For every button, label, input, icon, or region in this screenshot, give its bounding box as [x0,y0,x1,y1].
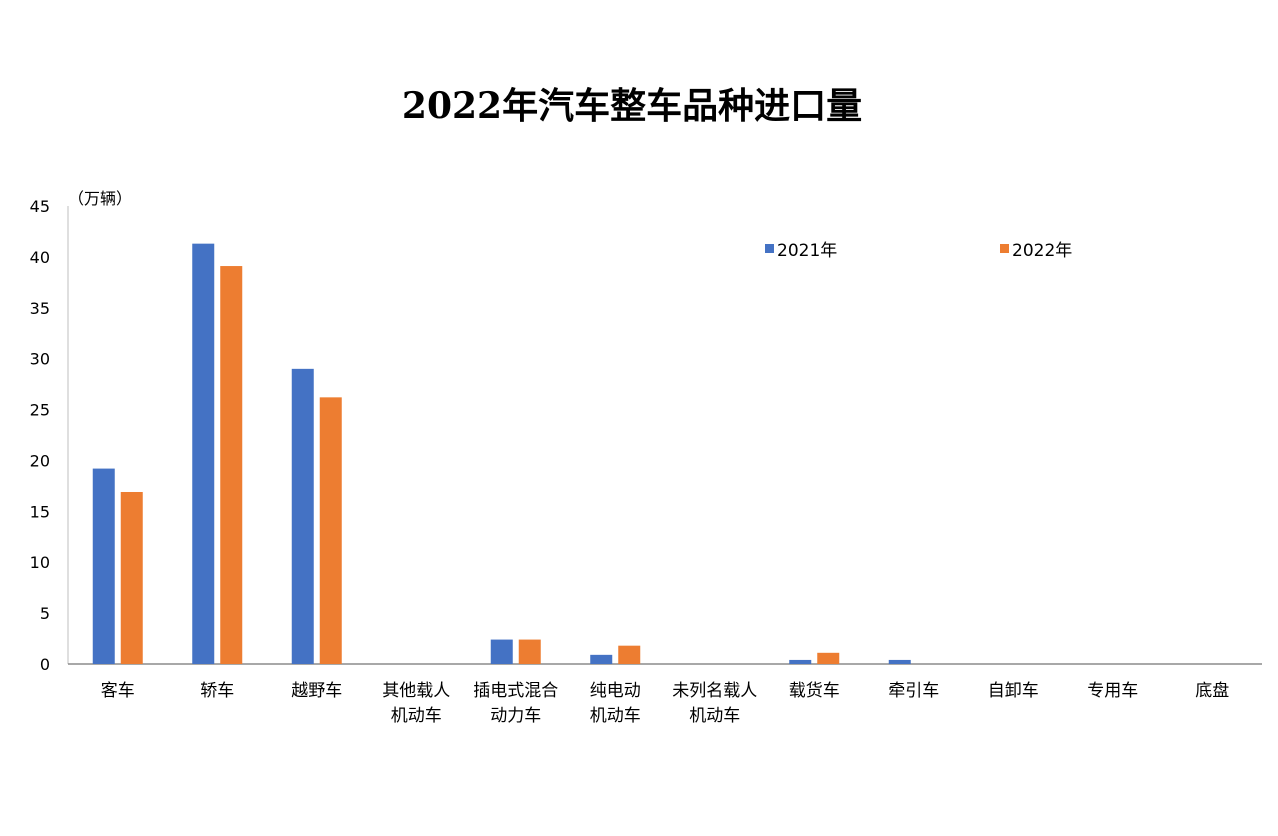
x-category-label: 专用车 [1087,681,1138,701]
y-tick-label: 20 [30,451,50,470]
bar-2022 [220,266,243,664]
bar-2021 [291,368,314,664]
x-category-label: 越野车 [291,681,342,701]
y-tick-label: 5 [40,604,50,623]
axes [67,206,1262,665]
bar-2021 [490,639,513,664]
bar-2021 [789,659,812,664]
y-tick-label: 25 [30,401,50,420]
legend-label: 2021年 [777,241,837,261]
x-category-label: 机动车 [391,706,442,726]
x-category-label: 其他载人 [382,681,450,701]
legend-swatch [1000,244,1009,253]
x-category-label: 客车 [101,681,135,701]
bar-2021 [92,468,115,664]
x-category-label: 纯电动 [590,681,641,701]
y-tick-label: 45 [30,197,50,216]
bar-series [92,243,911,664]
bar-2021 [192,243,215,664]
x-category-label: 轿车 [200,681,234,701]
x-category-label: 插电式混合 [473,681,558,701]
x-category-label: 机动车 [689,706,740,726]
bar-2021 [590,654,613,664]
y-tick-label: 40 [30,248,50,267]
x-category-label: 机动车 [590,706,641,726]
bar-2022 [618,645,641,664]
y-tick-label: 35 [30,299,50,318]
legend-swatch [765,244,774,253]
bar-2022 [319,397,342,664]
chart-title: 2022年汽车整车品种进口量 [402,85,862,127]
x-category-label: 未列名载人 [672,681,757,701]
y-tick-label: 15 [30,502,50,521]
bar-2021 [888,659,911,664]
y-axis-ticks: 0 5 10 15 20 25 30 35 40 45 [30,197,50,674]
legend-label: 2022年 [1012,241,1072,261]
bar-2022 [120,491,143,664]
x-category-label: 动力车 [490,706,541,726]
y-tick-label: 0 [40,655,50,674]
y-axis-unit-label: （万辆） [68,189,132,208]
legend: 2021年 2022年 [765,241,1072,261]
x-category-label: 自卸车 [988,681,1039,701]
x-category-label: 载货车 [789,681,840,701]
y-tick-label: 10 [30,553,50,572]
bar-2022 [518,639,541,664]
y-tick-label: 30 [30,350,50,369]
x-category-label: 底盘 [1195,681,1229,701]
x-category-label: 牵引车 [888,681,939,701]
bar-2022 [817,652,840,664]
